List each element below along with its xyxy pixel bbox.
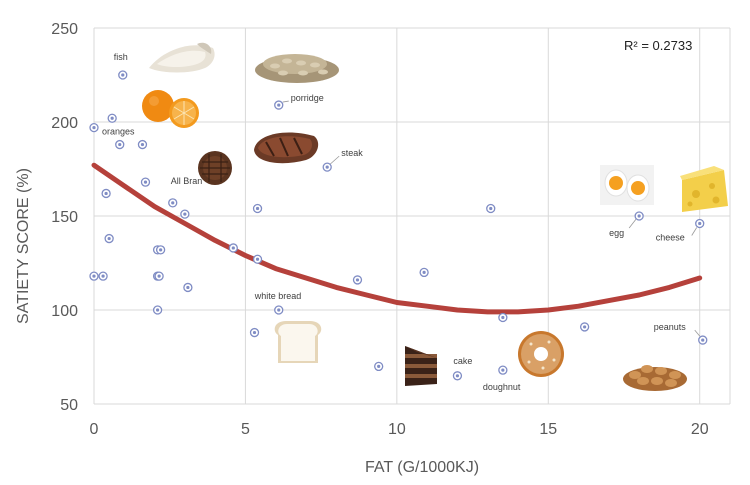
data-point — [89, 122, 99, 133]
data-point — [155, 245, 166, 255]
gridlines — [93, 27, 731, 405]
data-point — [228, 243, 238, 253]
point-label: oranges — [102, 127, 135, 137]
data-point — [168, 198, 178, 208]
data-point — [579, 322, 590, 332]
data-point — [274, 305, 284, 315]
data-point — [101, 188, 111, 199]
leader-line — [329, 155, 340, 165]
y-tick-label: 200 — [51, 115, 78, 132]
leader-line — [282, 100, 289, 103]
data-point — [89, 271, 99, 281]
data-point — [486, 203, 496, 214]
x-tick-label: 0 — [90, 421, 99, 438]
data-point — [118, 70, 128, 80]
y-tick-label: 150 — [51, 209, 78, 226]
point-label: porridge — [291, 93, 324, 103]
data-point — [498, 365, 508, 375]
y-tick-label: 50 — [60, 397, 78, 414]
data-point — [98, 271, 108, 281]
y-tick-label: 250 — [51, 21, 78, 38]
fish-image — [149, 42, 215, 73]
data-point — [137, 139, 148, 150]
data-point — [104, 233, 114, 244]
egg-image — [600, 165, 654, 205]
data-point — [107, 113, 117, 123]
point-label: doughnut — [483, 382, 521, 392]
point-label: peanuts — [654, 322, 687, 332]
data-point — [322, 162, 332, 172]
data-point — [634, 211, 644, 221]
data-point — [698, 335, 708, 345]
doughnut-image — [518, 331, 564, 377]
leader-line — [691, 227, 698, 236]
x-tick-label: 10 — [388, 421, 406, 438]
oranges-image — [142, 90, 199, 128]
data-points — [89, 70, 708, 381]
steak-image — [254, 132, 319, 164]
data-point — [419, 267, 429, 278]
axes: 0 5 10 15 20 50 100 150 200 250 — [51, 21, 708, 438]
data-point — [115, 139, 125, 150]
food-images — [142, 42, 728, 391]
data-point — [695, 218, 705, 229]
porridge-image — [255, 54, 339, 83]
all-bran-image — [198, 151, 232, 185]
data-point — [249, 327, 260, 338]
y-tick-label: 100 — [51, 303, 78, 320]
peanuts-image — [623, 365, 687, 391]
white-bread-image — [274, 321, 322, 363]
cake-image — [405, 346, 437, 386]
data-point — [274, 100, 284, 110]
x-tick-label: 20 — [691, 421, 709, 438]
data-point — [152, 305, 163, 315]
trendline-curve — [91, 162, 703, 315]
data-point — [252, 203, 263, 214]
data-point — [180, 209, 190, 219]
x-tick-label: 15 — [539, 421, 557, 438]
leader-line — [628, 218, 637, 229]
data-point — [183, 282, 193, 293]
point-label: All Bran — [171, 176, 203, 186]
data-point — [352, 275, 363, 285]
data-point — [498, 312, 508, 323]
x-axis-title: FAT (G/1000KJ) — [365, 459, 479, 476]
x-tick-label: 5 — [241, 421, 250, 438]
y-axis-title: SATIETY SCORE (%) — [15, 168, 32, 324]
r-squared-annotation: R² = 0.2733 — [624, 38, 692, 53]
leader-line — [694, 329, 701, 337]
cheese-image — [680, 166, 728, 212]
point-label: egg — [609, 228, 624, 238]
point-label: cheese — [656, 233, 685, 243]
point-label: steak — [341, 148, 363, 158]
data-point — [452, 371, 463, 381]
point-label: cake — [453, 356, 472, 366]
data-point — [374, 361, 384, 372]
data-point — [154, 271, 164, 281]
point-labels: fish porridge oranges steak All Bran egg chees… — [102, 52, 686, 392]
data-point — [252, 254, 263, 264]
label-leader-lines — [282, 100, 701, 337]
trendline — [91, 162, 703, 315]
point-label: white bread — [254, 291, 302, 301]
data-point — [140, 177, 151, 187]
point-label: fish — [114, 52, 128, 62]
